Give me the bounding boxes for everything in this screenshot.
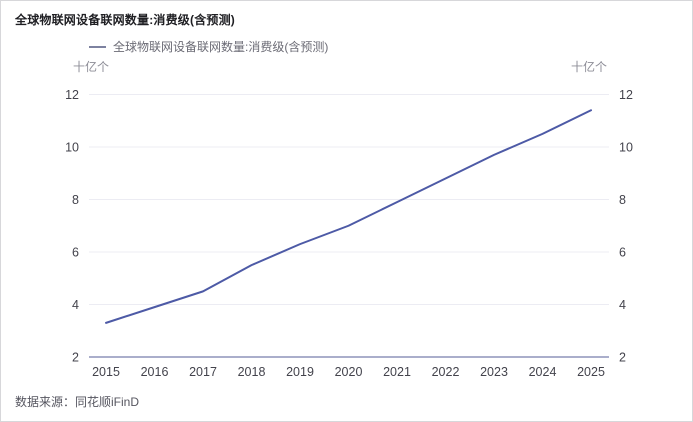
x-axis-label: 2024: [529, 365, 557, 379]
y-axis-label-left: 6: [72, 246, 79, 260]
x-axis-label: 2021: [383, 365, 411, 379]
y-axis-label-right: 4: [619, 298, 626, 312]
chart-title: 全球物联网设备联网数量:消费级(含预测): [15, 13, 235, 27]
y-axis-label-left: 10: [65, 141, 79, 155]
x-axis-label: 2018: [238, 365, 266, 379]
y-axis-label-right: 2: [619, 351, 626, 365]
x-axis-label: 2025: [577, 365, 605, 379]
legend-line-icon: [89, 45, 106, 48]
x-axis-label: 2020: [335, 365, 363, 379]
x-axis-label: 2022: [432, 365, 460, 379]
y-axis-label-left: 4: [72, 298, 79, 312]
y-axis-label-right: 6: [619, 246, 626, 260]
legend[interactable]: 全球物联网设备联网数量:消费级(含预测): [89, 38, 328, 55]
x-axis-label: 2017: [189, 365, 217, 379]
y-axis-label-left: 12: [65, 88, 79, 102]
y-axis-label-right: 8: [619, 193, 626, 207]
y-axis-unit-left: 十亿个: [73, 60, 110, 74]
y-axis-unit-right: 十亿个: [571, 60, 608, 74]
y-axis-label-right: 12: [619, 88, 633, 102]
y-axis-label-left: 2: [72, 351, 79, 365]
y-axis-label-right: 10: [619, 141, 633, 155]
x-axis-label: 2015: [92, 365, 120, 379]
x-axis-label: 2019: [286, 365, 314, 379]
legend-label: 全球物联网设备联网数量:消费级(含预测): [113, 40, 329, 54]
series-line: [105, 109, 592, 324]
y-axis-label-left: 8: [72, 193, 79, 207]
data-source-label: 数据来源：同花顺iFinD: [15, 395, 140, 409]
x-axis-label: 2016: [141, 365, 169, 379]
x-axis-label: 2023: [480, 365, 508, 379]
